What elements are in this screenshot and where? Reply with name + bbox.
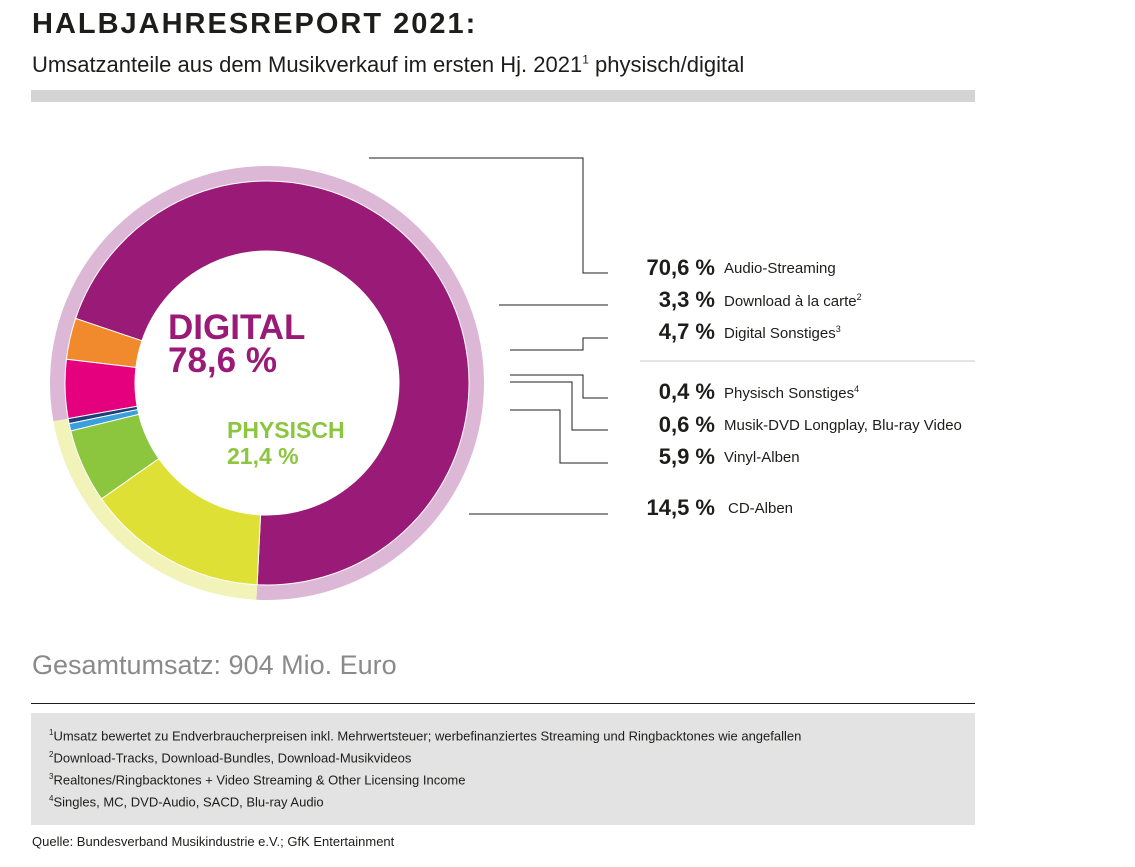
subtitle-text: Umsatzanteile aus dem Musikverkauf im er… [32, 52, 583, 77]
footnote-text: Realtones/Ringbacktones + Video Streamin… [53, 772, 466, 788]
slice-value-label: 0,4 % [658, 379, 715, 404]
slice-category-label: CD-Alben [728, 500, 794, 517]
slice-category-label: Download à la carte2 [724, 292, 862, 310]
slice-audio-streaming [74, 180, 470, 586]
footnote-marker: 3 [835, 324, 841, 334]
footnote-marker: 4 [49, 794, 54, 803]
slice-value-label: 3,3 % [658, 287, 715, 312]
header-divider-bar [31, 90, 975, 102]
page-title: HALBJAHRESREPORT 2021: [32, 8, 478, 40]
notes-divider [31, 703, 975, 704]
slice-category-label: Vinyl-Alben [724, 449, 800, 466]
footnote-marker: 4 [854, 384, 860, 394]
slice-category-label: Physisch Sonstiges4 [724, 384, 860, 402]
center-digital-label: DIGITAL [168, 308, 306, 347]
footnote-text: Download-Tracks, Download-Bundles, Downl… [53, 750, 412, 766]
center-physical-value: 21,4 % [227, 443, 299, 469]
subtitle-footnote-marker: 1 [582, 52, 589, 67]
leader-line-musik-dvd [510, 381, 608, 431]
center-digital-value: 78,6 % [168, 341, 277, 380]
footnote-text: Umsatz bewertet zu Endverbraucherpreisen… [53, 728, 802, 744]
footnote-1: 1Umsatz bewertet zu Endverbraucherpreise… [49, 728, 801, 743]
footnote-marker: 2 [856, 292, 862, 302]
slice-value-label: 14,5 % [646, 495, 716, 520]
slice-value-label: 4,7 % [658, 319, 715, 344]
source-note: Quelle: Bundesverband Musikindustrie e.V… [32, 834, 395, 849]
leader-line-digital-sonstiges [510, 337, 608, 351]
donut-chart [49, 157, 975, 600]
slice-value-label: 0,6 % [658, 412, 715, 437]
footnote-4: 4Singles, MC, DVD-Audio, SACD, Blu-ray A… [49, 794, 324, 809]
slice-category-label: Digital Sonstiges3 [724, 324, 841, 342]
slice-category-label: Musik-DVD Longplay, Blu-ray Video [724, 417, 962, 434]
footnote-3: 3Realtones/Ringbacktones + Video Streami… [49, 772, 465, 787]
subtitle-suffix: physisch/digital [588, 52, 745, 77]
leader-line-vinyl [510, 409, 608, 464]
center-physical-label: PHYSISCH [227, 417, 345, 443]
leader-line-physisch-sonstiges [510, 374, 608, 399]
footnote-text: Singles, MC, DVD-Audio, SACD, Blu-ray Au… [53, 794, 324, 810]
footnote-marker: 2 [49, 750, 54, 759]
slice-value-label: 5,9 % [658, 444, 715, 469]
donut-hole [135, 251, 399, 515]
slice-value-label: 70,6 % [646, 255, 716, 280]
footnote-marker: 3 [49, 772, 54, 781]
page-subtitle: Umsatzanteile aus dem Musikverkauf im er… [32, 52, 744, 78]
leader-line-audio-streaming [369, 157, 608, 274]
total-revenue: Gesamtumsatz: 904 Mio. Euro [32, 650, 397, 680]
footnotes-box: 1Umsatz bewertet zu Endverbraucherpreise… [31, 713, 975, 825]
slice-category-label: Audio-Streaming [724, 260, 836, 277]
group-ring-physisch [53, 418, 258, 600]
footnote-marker: 1 [49, 728, 54, 737]
footnote-2: 2Download-Tracks, Download-Bundles, Down… [49, 750, 411, 765]
